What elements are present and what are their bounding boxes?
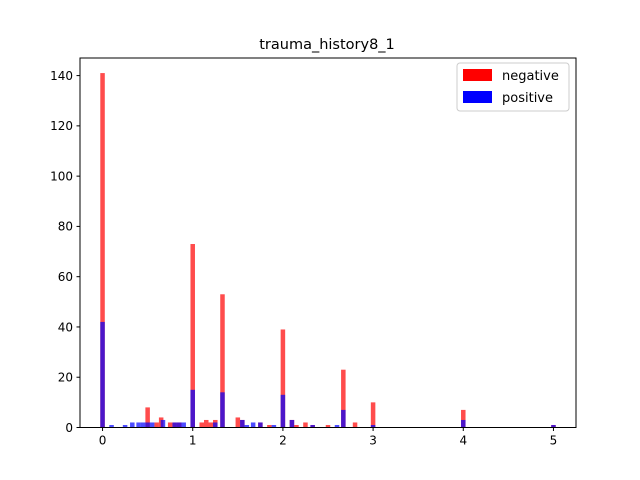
- positive-bar-19: [271, 424, 277, 428]
- positive-bar-18: [258, 422, 263, 428]
- legend-label-positive: positive: [502, 91, 553, 106]
- positive-bar-27: [551, 424, 556, 428]
- y-tick-label: 60: [58, 270, 73, 284]
- y-tick-label: 100: [50, 169, 73, 183]
- positive-bar-14: [220, 392, 225, 428]
- x-axis: 0 1 2 3 4 5: [99, 427, 558, 448]
- positive-bar-9: [172, 422, 177, 428]
- positive-bar-26: [461, 419, 466, 428]
- positive-bar-20: [280, 394, 286, 428]
- positive-bar-11: [181, 422, 186, 428]
- positive-bar-25: [370, 424, 376, 428]
- negative-bar-7: [190, 244, 195, 428]
- positive-bar-10: [176, 422, 182, 428]
- positive-bar-4: [136, 422, 141, 428]
- negative-bar-17: [280, 329, 286, 428]
- negative-bar-25: [370, 402, 376, 428]
- positive-bar-15: [240, 419, 245, 428]
- x-tick-label: 1: [189, 434, 197, 448]
- x-tick-label: 3: [369, 434, 377, 448]
- positive-bar-13: [213, 422, 218, 428]
- positive-bar-23: [334, 424, 340, 428]
- negative-bar-26: [461, 409, 466, 428]
- negative-bar-23: [341, 369, 346, 428]
- y-tick-label: 20: [58, 371, 73, 385]
- positive-bars: [100, 321, 556, 428]
- y-tick-label: 80: [58, 220, 73, 234]
- positive-bar-8: [160, 419, 166, 428]
- negative-bar-19: [294, 424, 299, 428]
- positive-bar-17: [250, 422, 256, 428]
- positive-bar-24: [341, 409, 346, 428]
- negative-bar-0: [100, 73, 105, 428]
- y-tick-label: 120: [50, 119, 73, 133]
- y-tick-label: 140: [50, 69, 73, 83]
- legend-swatch-negative: [463, 69, 492, 81]
- x-tick-label: 4: [459, 434, 467, 448]
- negative-bar-10: [208, 422, 214, 428]
- negative-bar-24: [352, 422, 358, 428]
- chart-title: trauma_history8_1: [259, 37, 395, 53]
- negative-bar-1: [145, 407, 150, 428]
- legend-swatch-positive: [463, 91, 492, 103]
- legend-label-negative: negative: [502, 69, 559, 84]
- negative-bar-20: [303, 422, 308, 428]
- negative-bar-9: [204, 419, 209, 428]
- x-tick-label: 0: [99, 434, 107, 448]
- negative-bar-16: [267, 424, 272, 428]
- x-tick-label: 5: [550, 434, 558, 448]
- legend: negative positive: [456, 62, 570, 112]
- negative-bar-12: [220, 294, 225, 428]
- positive-bar-22: [310, 424, 315, 428]
- x-tick-label: 2: [279, 434, 287, 448]
- y-tick-label: 0: [65, 421, 73, 435]
- positive-bar-7: [149, 422, 155, 428]
- negative-bar-13: [235, 417, 241, 428]
- negative-bar-22: [325, 424, 331, 428]
- positive-bar-5: [140, 422, 146, 428]
- positive-bar-6: [145, 422, 150, 428]
- negative-bar-2: [154, 422, 159, 428]
- positive-bar-21: [289, 419, 295, 428]
- plot-frame: [79, 57, 577, 428]
- negative-bar-4: [167, 422, 173, 428]
- positive-bar-0: [100, 321, 105, 428]
- y-axis: 0 20 40 60 80 100 120 140: [50, 69, 80, 435]
- positive-bar-3: [130, 422, 135, 428]
- positive-bar-12: [190, 389, 195, 428]
- positive-bar-16: [244, 424, 250, 428]
- positive-bar-1: [109, 424, 114, 428]
- positive-bar-2: [122, 424, 128, 428]
- y-tick-label: 40: [58, 320, 73, 334]
- negative-bar-8: [199, 422, 204, 428]
